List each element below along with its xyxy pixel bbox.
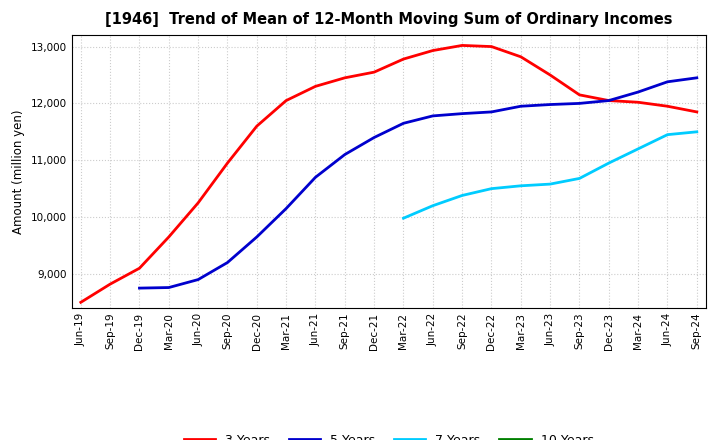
Y-axis label: Amount (million yen): Amount (million yen) (12, 110, 25, 234)
Legend: 3 Years, 5 Years, 7 Years, 10 Years: 3 Years, 5 Years, 7 Years, 10 Years (179, 429, 598, 440)
Title: [1946]  Trend of Mean of 12-Month Moving Sum of Ordinary Incomes: [1946] Trend of Mean of 12-Month Moving … (105, 12, 672, 27)
